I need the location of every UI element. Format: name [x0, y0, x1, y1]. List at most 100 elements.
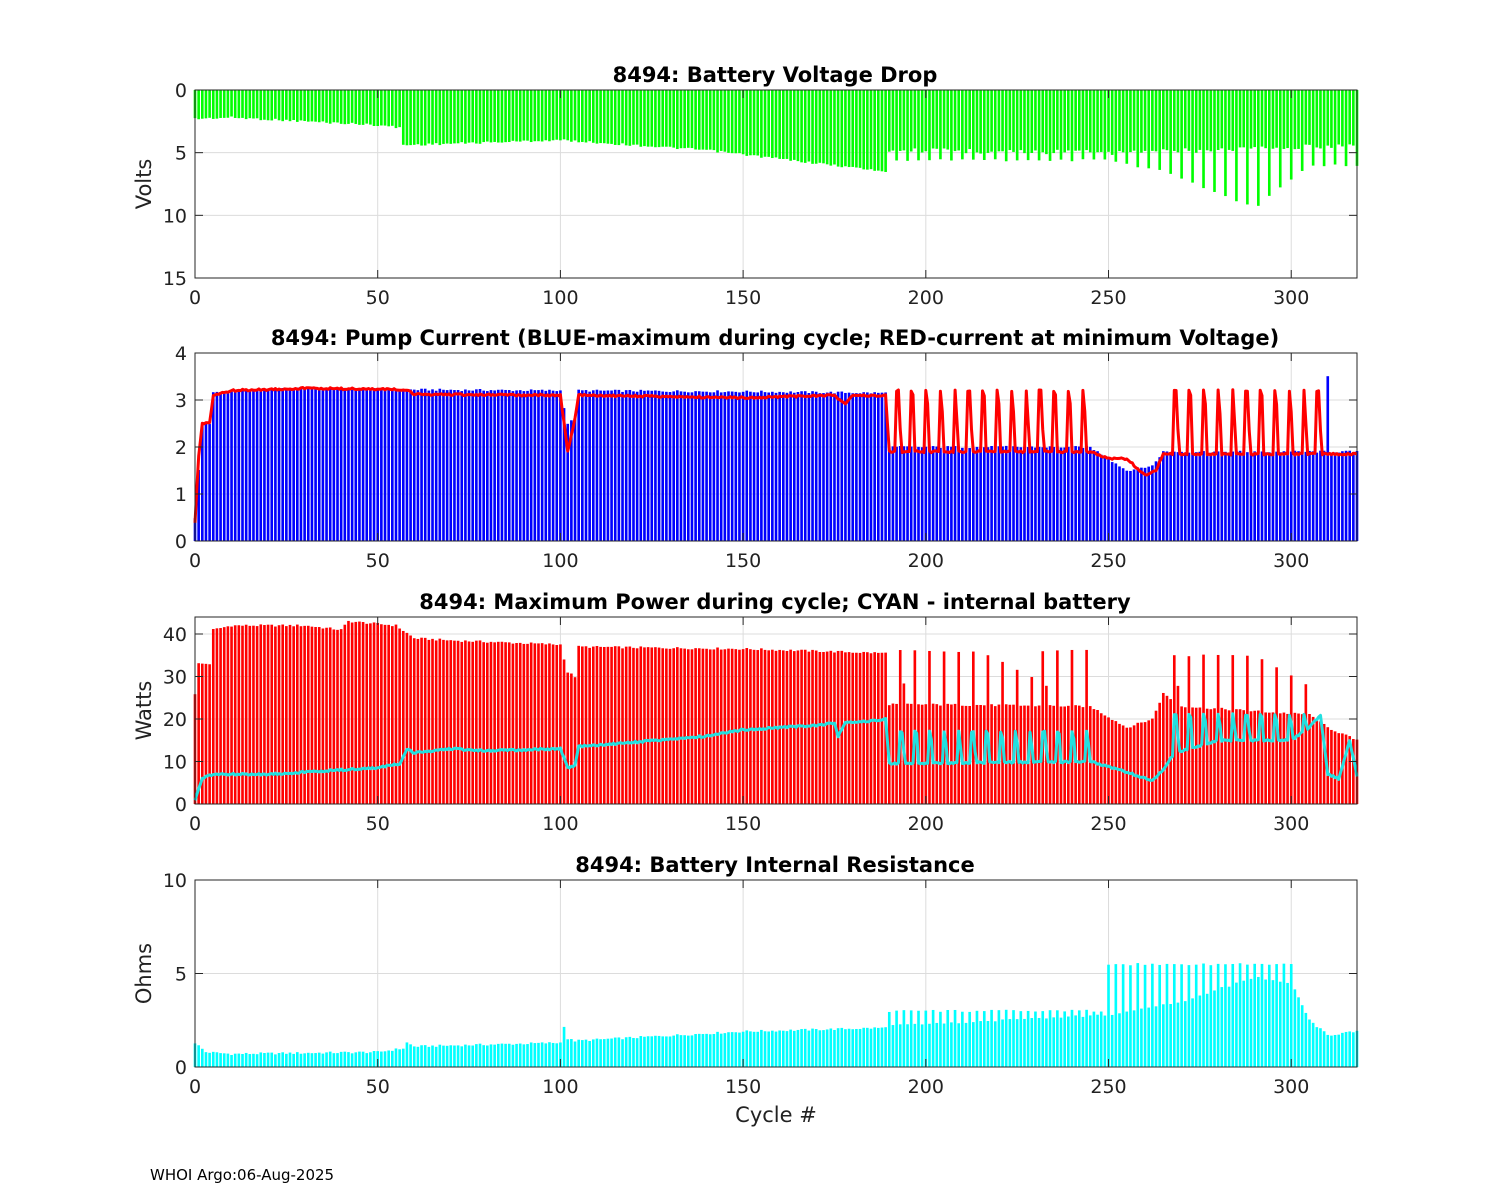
bar	[566, 672, 570, 804]
bar	[745, 90, 749, 156]
bar	[1092, 450, 1096, 541]
chart-title: 8494: Pump Current (BLUE-maximum during …	[271, 326, 1279, 350]
bar	[602, 90, 606, 144]
y-tick-label: 0	[175, 1057, 187, 1079]
bar	[781, 392, 785, 541]
bar	[343, 1051, 347, 1067]
bar	[372, 1050, 376, 1067]
bar	[862, 651, 866, 804]
bar	[928, 650, 931, 804]
bar	[599, 646, 602, 804]
bar	[825, 90, 829, 165]
bar	[237, 625, 241, 804]
bar	[551, 644, 555, 804]
bar	[332, 389, 336, 541]
x-tick-label: 150	[725, 813, 761, 835]
bar	[496, 641, 500, 804]
bar	[1045, 1018, 1048, 1067]
bar	[898, 90, 902, 151]
bar	[727, 391, 730, 541]
bar	[241, 625, 244, 804]
bar	[314, 388, 317, 541]
bar	[708, 392, 712, 541]
bar	[657, 647, 661, 804]
bar	[665, 391, 668, 541]
bar	[434, 90, 438, 144]
bar	[328, 1051, 332, 1067]
bar	[1169, 1004, 1172, 1067]
y-tick-label: 20	[163, 709, 187, 731]
bar	[471, 90, 475, 143]
bar	[259, 624, 263, 804]
bar	[789, 90, 792, 161]
bar	[350, 90, 354, 123]
bar	[1194, 452, 1198, 541]
bar	[456, 640, 460, 804]
bar	[1059, 90, 1063, 160]
bar	[665, 90, 668, 147]
bar	[1063, 1011, 1066, 1067]
bar	[493, 642, 496, 804]
bar	[1052, 90, 1056, 154]
bar	[387, 1050, 390, 1067]
bar	[1147, 1007, 1151, 1067]
bar	[259, 388, 263, 541]
y-tick-label: 5	[175, 143, 187, 165]
bar	[1216, 963, 1220, 1067]
bar	[1114, 90, 1118, 162]
y-tick-label: 0	[175, 80, 187, 102]
bar	[610, 646, 613, 804]
bar	[887, 90, 891, 152]
bar	[679, 648, 683, 804]
bar	[475, 1044, 478, 1067]
bar	[1297, 713, 1300, 804]
bar	[423, 90, 427, 146]
bar	[533, 90, 537, 142]
bar	[321, 1053, 325, 1067]
bar	[906, 1024, 909, 1067]
bar	[1077, 446, 1081, 541]
bar	[358, 90, 361, 125]
bar	[1202, 90, 1205, 189]
bar	[1041, 651, 1045, 804]
bar	[646, 90, 650, 147]
bar	[829, 90, 833, 166]
bar	[1151, 718, 1154, 804]
bar	[1264, 712, 1267, 804]
y-tick-label: 30	[163, 667, 187, 689]
bar	[895, 446, 898, 541]
bar	[1246, 964, 1249, 1067]
bar	[314, 1053, 317, 1067]
bar	[1085, 1009, 1088, 1067]
bar	[270, 1052, 274, 1067]
bar	[507, 1043, 511, 1067]
bar	[1004, 90, 1008, 162]
bar	[1278, 713, 1282, 804]
bar	[657, 1035, 661, 1067]
bar	[869, 1028, 873, 1067]
bar	[1341, 451, 1344, 541]
bar	[1183, 452, 1187, 541]
bar	[248, 1054, 252, 1067]
bar	[1235, 982, 1238, 1067]
bar	[537, 1042, 540, 1067]
bar	[1107, 717, 1110, 804]
bar	[434, 640, 438, 804]
bar	[540, 90, 544, 142]
bar	[391, 626, 394, 804]
bar	[986, 655, 990, 804]
x-tick-label: 150	[725, 550, 761, 572]
bar	[613, 389, 617, 541]
bar	[1063, 90, 1066, 153]
bar	[734, 391, 738, 541]
bar	[1048, 446, 1052, 541]
y-tick-label: 5	[175, 964, 187, 986]
bar	[1352, 90, 1355, 146]
bar	[1081, 90, 1085, 160]
bar	[1319, 721, 1322, 804]
bar	[1344, 90, 1348, 167]
bar	[1092, 709, 1096, 804]
bar	[844, 392, 847, 541]
bar	[778, 391, 781, 541]
bar	[1092, 1011, 1096, 1067]
